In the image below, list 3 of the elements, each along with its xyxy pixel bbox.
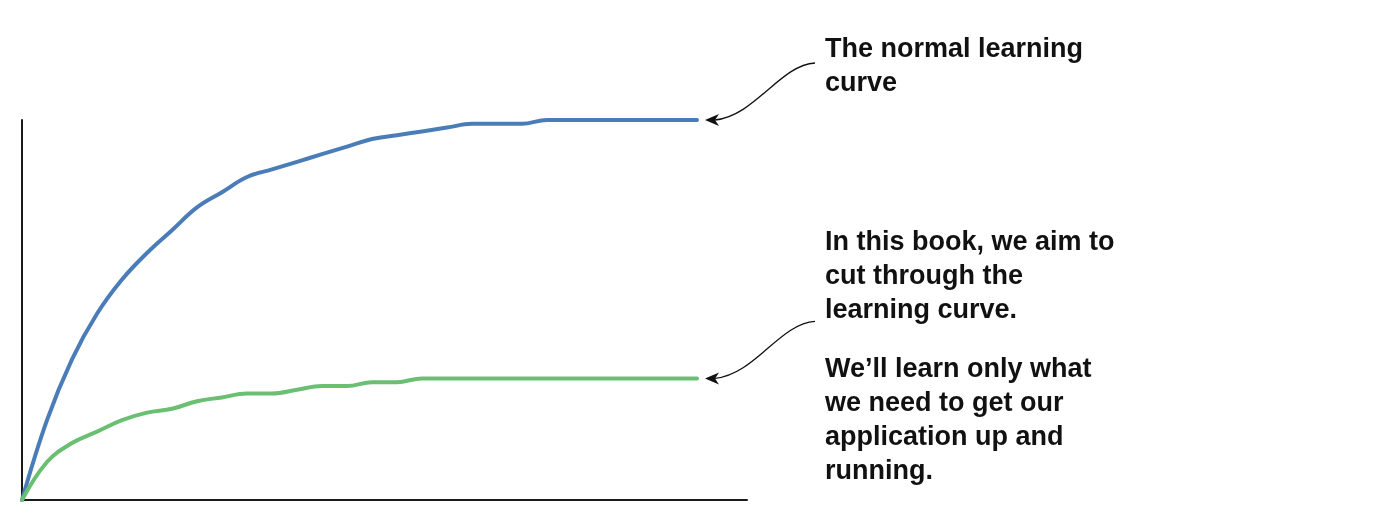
text: The normal learning curve bbox=[825, 32, 1085, 99]
text: We’ll learn only what we need to get our application up and running. bbox=[825, 352, 1093, 488]
text: In this book, we aim to cut through the learning curve. bbox=[825, 225, 1116, 327]
